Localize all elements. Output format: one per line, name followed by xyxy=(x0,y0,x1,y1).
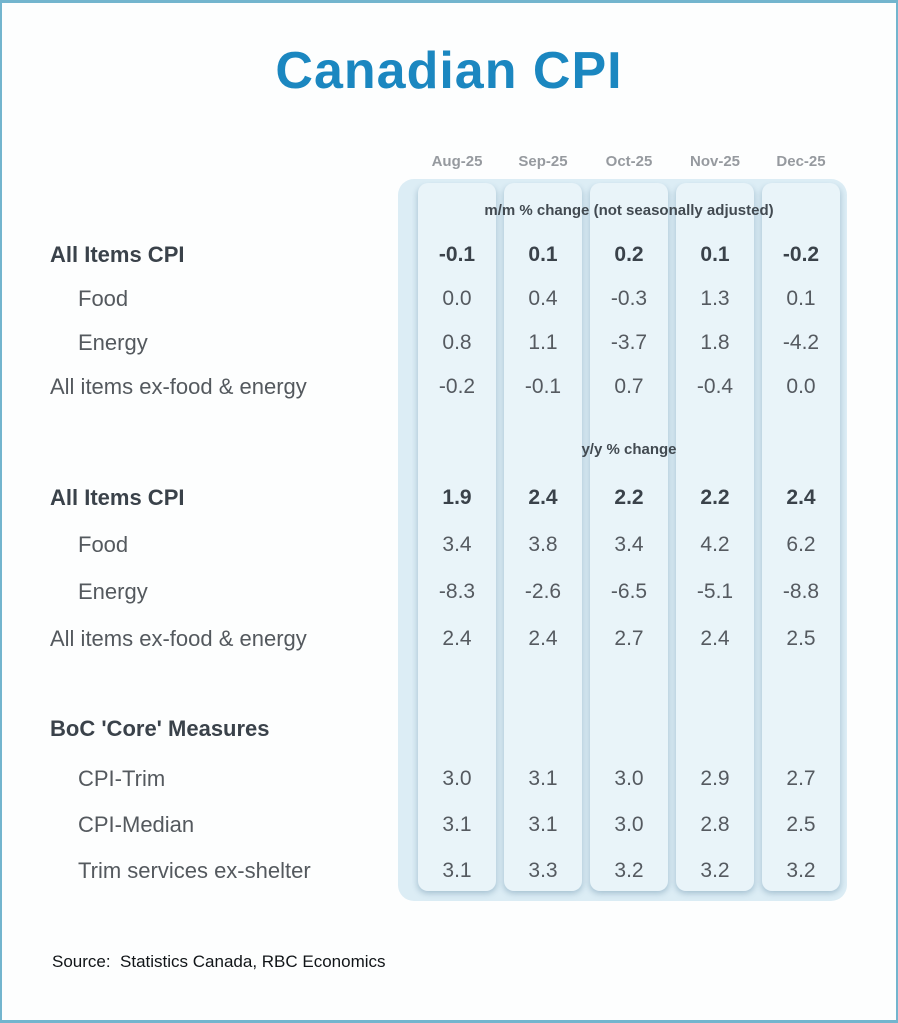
column-header: Dec-25 xyxy=(776,152,826,170)
row-label: All items ex-food & energy xyxy=(50,374,307,399)
section-gap xyxy=(2,662,844,703)
value-cell: 2.2 xyxy=(700,486,730,509)
column-header: Aug-25 xyxy=(431,152,483,170)
corner-empty xyxy=(2,143,414,179)
value-cell: 2.5 xyxy=(786,626,816,650)
value-cell: 2.9 xyxy=(700,766,730,790)
value-cell: -0.3 xyxy=(610,287,648,310)
value-cell: 0.1 xyxy=(786,287,816,310)
value-cell: 1.3 xyxy=(700,287,730,310)
value-cell: 3.1 xyxy=(528,813,558,836)
label-empty xyxy=(2,409,414,475)
column-stripe xyxy=(590,183,668,891)
value-cell: 0.1 xyxy=(528,243,558,266)
value-cell: 3.1 xyxy=(442,813,472,836)
column-stripe xyxy=(504,183,582,891)
value-cell: 0.4 xyxy=(528,287,558,310)
value-cell: 3.2 xyxy=(700,858,730,882)
value-cell: 2.4 xyxy=(700,626,730,650)
value-cell: 6.2 xyxy=(786,532,816,556)
row-label: All Items CPI xyxy=(50,242,185,267)
value-cell: 0.8 xyxy=(442,331,472,354)
value-cell: -0.1 xyxy=(524,375,562,398)
value-cell: 3.8 xyxy=(528,532,558,556)
column-header: Nov-25 xyxy=(689,152,741,170)
value-cell: -6.5 xyxy=(610,579,648,603)
column-header: Oct-25 xyxy=(605,152,653,170)
value-cell: 2.2 xyxy=(614,486,644,509)
row-label: Energy xyxy=(78,330,148,355)
section-header-mm: m/m % change (not seasonally adjusted) xyxy=(484,201,774,219)
source-note: Source: Statistics Canada, RBC Economics xyxy=(52,952,386,971)
value-cell: 3.0 xyxy=(442,766,472,790)
value-cell: 4.2 xyxy=(700,532,730,556)
value-cell: -2.6 xyxy=(524,579,562,603)
table-grid: Aug-25 Sep-25 Oct-25 Nov-25 Dec-25 m/m %… xyxy=(2,143,844,893)
section-header-boc: BoC 'Core' Measures xyxy=(50,716,270,741)
value-cell: 0.0 xyxy=(786,375,816,398)
column-header: Sep-25 xyxy=(518,152,568,170)
header-empty xyxy=(414,703,844,755)
value-cell: 2.5 xyxy=(786,813,816,836)
value-cell: 3.0 xyxy=(614,813,644,836)
label-empty xyxy=(2,179,414,233)
value-cell: 1.1 xyxy=(528,331,558,354)
page-title: Canadian CPI xyxy=(275,42,623,100)
value-cell: 0.7 xyxy=(614,375,644,398)
value-cell: 2.7 xyxy=(786,766,816,790)
value-cell: -0.2 xyxy=(782,243,820,266)
row-label: Food xyxy=(78,531,129,557)
value-cell: 3.3 xyxy=(528,858,558,882)
value-cell: -8.8 xyxy=(782,579,820,603)
title-wrap: Canadian CPI xyxy=(2,41,896,101)
row-label: All items ex-food & energy xyxy=(50,625,307,651)
value-cell: 3.1 xyxy=(442,858,472,882)
column-stripe xyxy=(762,183,840,891)
value-cell: 2.8 xyxy=(700,813,730,836)
column-stripe xyxy=(676,183,754,891)
section-header-yy: y/y % change xyxy=(581,440,677,458)
column-stripe xyxy=(418,183,496,891)
row-label: Trim services ex-shelter xyxy=(78,857,311,883)
value-cell: -0.1 xyxy=(438,243,476,266)
value-cell: -0.2 xyxy=(438,375,476,398)
value-cell: 2.4 xyxy=(786,486,816,509)
value-cell: 2.7 xyxy=(614,626,644,650)
row-label: Food xyxy=(78,286,129,311)
value-cell: 2.4 xyxy=(442,626,472,650)
value-cell: 3.2 xyxy=(614,858,644,882)
value-cell: -3.7 xyxy=(610,331,648,354)
value-cell: 1.9 xyxy=(442,486,472,509)
row-label: All Items CPI xyxy=(50,485,185,510)
cpi-table: Aug-25 Sep-25 Oct-25 Nov-25 Dec-25 m/m %… xyxy=(2,143,896,901)
value-cell: 3.4 xyxy=(442,532,472,556)
value-cell: -8.3 xyxy=(438,579,476,603)
value-cell: 1.8 xyxy=(700,331,730,354)
value-cell: 0.2 xyxy=(614,243,644,266)
value-cell: -5.1 xyxy=(696,579,734,603)
value-cell: 2.4 xyxy=(528,486,558,509)
value-cell: 0.1 xyxy=(700,243,730,266)
value-cell: -0.4 xyxy=(696,375,734,398)
value-cell: 0.0 xyxy=(442,287,472,310)
value-cell: 3.0 xyxy=(614,766,644,790)
row-label: CPI-Trim xyxy=(78,765,166,791)
row-label: Energy xyxy=(78,578,148,604)
value-cell: 2.4 xyxy=(528,626,558,650)
value-cell: 3.4 xyxy=(614,532,644,556)
value-cell: -4.2 xyxy=(782,331,820,354)
row-label: CPI-Median xyxy=(78,812,195,837)
value-cell: 3.1 xyxy=(528,766,558,790)
table-panel xyxy=(398,179,847,901)
value-cell: 3.2 xyxy=(786,858,816,882)
